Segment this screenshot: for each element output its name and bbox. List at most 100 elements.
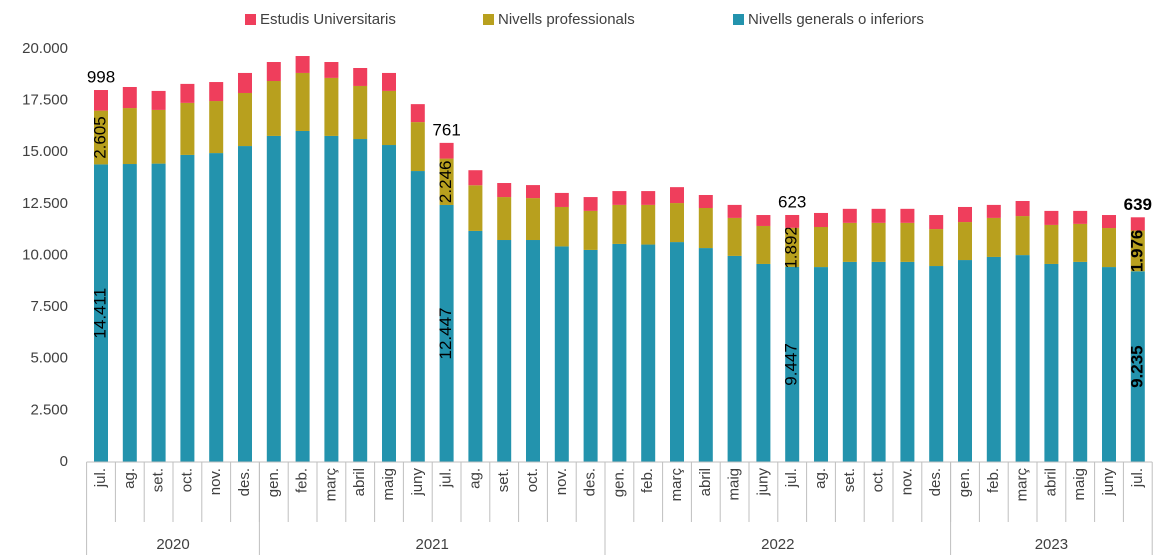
x-tick-label: abril [1042,468,1059,496]
legend-swatch [245,14,256,25]
x-tick-label: abril [697,468,714,496]
bar-segment [958,222,972,261]
bar-segment [871,208,886,223]
value-label: 2.246 [436,161,455,204]
bar-segment [1073,210,1088,224]
bar-segment [151,163,166,463]
bar-segment [209,101,224,154]
bar-segment [612,243,627,462]
bar-segment [353,67,368,86]
group-label: 2023 [1035,536,1068,553]
bar-segment [554,192,569,207]
x-tick-label: nov. [553,468,570,495]
bar-segment [814,227,828,268]
y-tick-label: 5.000 [30,350,68,367]
bar-segment [439,142,454,159]
bar-segment [324,77,339,136]
bar-segment [1044,224,1059,264]
x-tick-label: març [668,468,685,502]
bar-segment [497,197,512,241]
bar-segment [382,145,396,462]
x-tick-label: jul. [438,468,455,488]
bar-segment [324,62,339,78]
bar-segment [94,164,108,463]
bar-segment [929,266,944,462]
bar-segment [554,206,569,247]
x-tick-label: gen. [265,468,282,497]
legend-swatch [483,14,494,25]
bar-segment [1130,271,1145,462]
x-tick-label: oct. [178,468,195,492]
bar-segment [583,249,598,462]
x-tick-label: ag. [466,468,483,489]
bar-segment [266,62,281,82]
value-label: 2.605 [90,116,109,159]
value-label: 998 [87,67,115,86]
bar-segment [122,86,137,109]
value-label: 639 [1124,195,1152,214]
y-tick-label: 0 [60,453,68,470]
bar-segment [1102,215,1116,229]
bar-segment [698,248,713,462]
bar-segment [670,242,684,462]
bar-segment [439,204,454,462]
x-tick-label: nov. [898,468,915,495]
bar-segment [670,203,684,243]
bar-segment [180,83,195,103]
value-label: 14.411 [90,288,109,339]
x-tick-label: jul. [92,468,109,488]
bar-segment [986,256,1001,462]
value-label: 1.892 [782,226,801,269]
bar-segment [698,208,713,249]
x-tick-label: feb. [294,468,311,493]
bar-segment [1073,223,1088,262]
bar-segment [295,130,310,462]
y-tick-label: 17.500 [22,92,68,109]
bar-segment [871,261,886,462]
bar-segment [122,108,137,165]
bar-segment [353,85,368,140]
bar-segment [295,56,310,73]
bar-segment [986,217,1001,257]
x-tick-label: març [322,468,339,502]
value-label: 9.235 [1127,345,1146,388]
legend-label: Nivells professionals [498,11,635,28]
bar-segment [698,194,713,209]
bar-segment [641,244,656,462]
bar-segment [727,255,742,462]
x-tick-label: maig [1071,468,1088,501]
bar-segment [180,154,195,462]
bar-segment [324,135,339,462]
bar-segment [583,197,598,211]
x-tick-label: ag. [121,468,138,489]
bar-segment [900,261,915,462]
bar-segment [612,204,627,244]
bar-segment [641,191,656,205]
bar-segment [1015,255,1030,462]
x-tick-label: jul. [1129,468,1146,488]
bar-segment [353,139,368,462]
value-label: 761 [432,120,460,139]
bar-segment [238,72,252,93]
bar-segment [842,222,857,262]
group-label: 2021 [416,536,449,553]
bar-segment [526,185,540,199]
bar-segment [814,212,828,228]
x-tick-label: feb. [985,468,1002,493]
bar-segment [929,229,944,267]
bar-segment [727,217,742,256]
x-tick-label: des. [927,468,944,496]
legend-label: Estudis Universitaris [260,11,396,28]
bar-segment [468,185,483,231]
bar-segment [554,246,569,462]
bar-segment [122,164,137,462]
bar-segment [785,227,800,267]
bar-segment [468,230,483,462]
bar-segment [842,261,857,462]
bar-segment [209,153,224,463]
bar-segment [526,240,540,462]
value-label: 1.976 [1127,230,1146,273]
bar-segment [958,260,972,462]
bar-segment [1073,261,1088,462]
x-tick-label: jul. [783,468,800,488]
